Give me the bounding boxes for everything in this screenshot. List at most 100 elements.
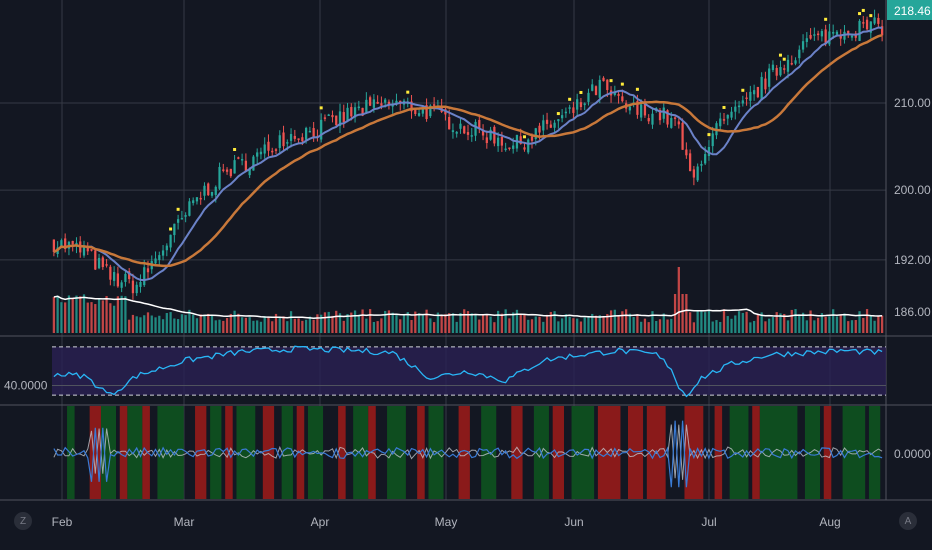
volume-bar: [598, 315, 601, 333]
candle-body: [263, 144, 266, 154]
oscillator-green-zone: [868, 406, 881, 499]
candle-body: [711, 133, 714, 147]
volume-bar: [417, 313, 421, 333]
volume-bar: [60, 302, 63, 333]
candle-body: [504, 148, 507, 151]
candle-body: [210, 192, 214, 196]
volume-bar: [734, 315, 737, 333]
volume-bar: [865, 309, 869, 333]
volume-bar: [504, 309, 507, 333]
candle-body: [760, 76, 763, 101]
oscillator-red-zone: [119, 406, 128, 499]
x-tick-label: Mar: [174, 515, 195, 529]
volume-bar: [538, 316, 541, 333]
volume-bar: [576, 318, 579, 333]
volume-bar: [109, 303, 112, 333]
volume-bar: [726, 316, 729, 333]
candle-body: [135, 284, 138, 294]
candle-body: [331, 115, 334, 118]
volume-bar: [835, 316, 839, 333]
candle-body: [301, 137, 304, 142]
volume-bar: [794, 309, 797, 333]
candle-body: [594, 86, 598, 95]
volume-bar: [365, 318, 368, 333]
volume-bar: [572, 318, 575, 333]
volume-bar: [553, 311, 556, 333]
rsi-panel: [52, 345, 886, 398]
candle-body: [342, 112, 345, 123]
volume-bar: [640, 321, 643, 333]
volume-bar: [594, 315, 598, 333]
candle-body: [338, 111, 342, 126]
volume-bar: [112, 305, 116, 333]
candle-body: [545, 119, 549, 124]
x-tick-label: Aug: [819, 515, 840, 529]
volume-bar: [527, 319, 530, 333]
candle-body: [835, 31, 839, 35]
auto-scale-button[interactable]: A: [899, 512, 917, 530]
candle-body: [617, 94, 620, 96]
candle-body: [786, 59, 790, 72]
candle-body: [500, 137, 504, 146]
volume-bar: [798, 314, 801, 333]
volume-bar: [214, 320, 217, 333]
candle-body: [764, 78, 767, 90]
candle-body: [188, 201, 191, 216]
volume-bar: [655, 320, 658, 333]
candle-body: [116, 273, 120, 287]
volume-bar: [715, 320, 718, 333]
candle-body: [681, 122, 684, 150]
volume-bar: [670, 318, 673, 333]
volume-bar: [508, 318, 511, 333]
candle-body: [60, 240, 63, 248]
volume-bar: [474, 314, 477, 333]
volume-bar: [237, 313, 240, 333]
candle-body: [805, 38, 808, 42]
volume-bar: [756, 314, 760, 333]
candle-body: [847, 30, 850, 35]
volume-bar: [719, 321, 722, 333]
volume-bar: [293, 318, 296, 333]
volume-bar: [722, 309, 726, 333]
volume-bar: [410, 319, 413, 333]
candle-body: [289, 134, 293, 141]
volume-bar: [79, 296, 82, 333]
volume-bar: [564, 314, 568, 333]
candle-body: [613, 92, 616, 95]
oscillator-red-zone: [417, 406, 425, 499]
volume-bar: [549, 311, 552, 333]
candle-body: [606, 79, 609, 90]
candle-body: [858, 20, 861, 41]
candle-body: [542, 120, 545, 131]
volume-bar: [342, 320, 345, 333]
oscillator-red-zone: [338, 406, 346, 499]
x-tick-label: Feb: [52, 515, 73, 529]
volume-bar: [451, 313, 455, 333]
candle-body: [82, 247, 86, 256]
volume-bar: [839, 315, 842, 333]
volume-bar: [579, 321, 583, 333]
candle-body: [353, 107, 357, 118]
candle-body: [719, 118, 722, 127]
candle-body: [730, 111, 733, 118]
zoom-button[interactable]: Z: [14, 512, 32, 530]
candle-body: [146, 268, 150, 273]
oscillator-y-tick-label: 0.0000: [894, 447, 931, 461]
candle-body: [282, 132, 285, 147]
candle-body: [240, 159, 244, 161]
volume-bar: [105, 296, 108, 333]
candle-body: [696, 166, 699, 181]
signal-marker: [169, 227, 173, 231]
candle-body: [308, 130, 312, 133]
candle-body: [286, 142, 289, 144]
candle-body: [109, 266, 112, 280]
volume-bar: [94, 304, 97, 333]
volume-bar: [353, 310, 357, 333]
volume-bar: [210, 314, 214, 333]
volume-bar: [263, 316, 266, 333]
oscillator-line-b: [53, 424, 883, 480]
volume-bar: [350, 312, 353, 333]
volume-bar: [677, 267, 680, 333]
signal-marker: [568, 97, 572, 101]
